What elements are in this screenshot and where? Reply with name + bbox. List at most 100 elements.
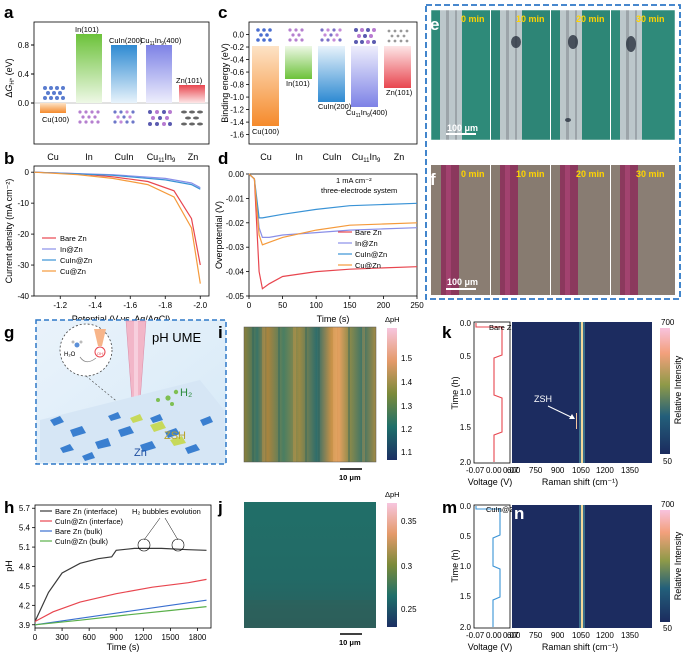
series-line-cuin-zn-bulk- [34, 606, 207, 626]
zsh-annotation: ZSH [534, 394, 552, 404]
bar-label-cuin: CuIn(200) [109, 36, 143, 45]
lines-b [33, 171, 201, 284]
annotation-h2-bubbles: H₂ bubbles evolution [132, 507, 201, 516]
y-tick-label: -1.2 [230, 106, 244, 115]
legend-d: Bare Zn In@Zn CuIn@Zn Cu@Zn [338, 228, 387, 270]
y-tick-label: 3.9 [19, 621, 31, 630]
time-label: 20 min [576, 14, 605, 24]
bubble-marker-1 [137, 538, 151, 552]
tick-label: 2.0 [460, 623, 472, 632]
time-label: 30 min [636, 14, 665, 24]
y-tick-label: 4.2 [19, 601, 31, 610]
panel-l: l ZSH 600 750 900 1050 1200 1350 Raman s… [507, 318, 683, 487]
voltage-trace-m [475, 506, 501, 627]
x-axis-label-h: Time (s) [107, 642, 140, 652]
x-tick-label: -1.6 [123, 301, 137, 310]
tick-label: 1050 [572, 466, 590, 475]
annotation-three-electrode: three-electrode system [321, 186, 397, 195]
ume-label: pH UME [152, 330, 201, 345]
panel-label-e: e [430, 15, 439, 34]
tick-label: 600 [507, 631, 521, 640]
axes-frame-k [473, 321, 511, 464]
colorbar-min: 50 [663, 624, 672, 633]
x-axis-label-k: Voltage (V) [468, 477, 513, 487]
x-tick-label: -2.0 [193, 301, 207, 310]
tick-label: 0.07 [503, 466, 519, 475]
bar-label-zn: Zn(101) [176, 76, 203, 85]
y-tick-label: -0.2 [230, 43, 244, 52]
legend-h: Bare Zn (interface) CuIn@Zn (interface) … [40, 507, 124, 546]
ticks-d: 0 50 100 150 200 250 0.00 -0.01 -0.02 -0.03 -0.04 -… [226, 170, 424, 310]
h2-bubbles [156, 389, 179, 406]
colorbar-title-j: ΔpH [385, 490, 400, 499]
panel-b: b -1.2 -1.4 -1.6 -1.8 -2.0 0 -10 -20 -30 -40 Curr… [4, 149, 210, 324]
y-tick-label: -0.6 [230, 68, 244, 77]
tick-label: 1200 [596, 466, 614, 475]
x-axis-label-l: Raman shift (cm⁻¹) [542, 477, 618, 487]
panel-label-c: c [218, 3, 227, 22]
cu-surface-icon [43, 86, 65, 100]
axes-frame-d [248, 173, 418, 297]
tick-label: 1050 [572, 631, 590, 640]
legend-label: Cu@Zn [60, 267, 86, 276]
y-tick-label: -1.0 [230, 93, 244, 102]
x-tick-label: 0 [33, 633, 38, 642]
x-tick-label: 150 [343, 301, 357, 310]
series-line-bare-zn [248, 173, 418, 290]
colorbar-n [660, 510, 670, 622]
water-molecule-icon [71, 340, 83, 348]
time-label: 0 min [461, 14, 485, 24]
x-axis-label-b: Potential (V vs. Ag/AgCl) [72, 314, 171, 324]
tick-label: 0.00 [486, 631, 502, 640]
x-tick-label: -1.4 [88, 301, 102, 310]
y-tick-label: 0 [25, 168, 30, 177]
lines-d [248, 173, 418, 290]
bubble-marker-2 [171, 538, 185, 552]
panel-i: i 10 μm ΔpH 1.5 1.4 1.3 1.2 1.1 1 [218, 315, 413, 482]
panel-label-g: g [4, 323, 14, 342]
bar-in [76, 34, 102, 103]
colorbar-title-n: Relative Intensity [673, 531, 683, 600]
x-axis-label-d: Time (s) [317, 314, 350, 324]
tick-label: 1.5 [401, 354, 413, 363]
x-tick-label: 1200 [134, 633, 152, 642]
x-axis-label-n: Raman shift (cm⁻¹) [542, 642, 618, 652]
category-label-cu: Cu [47, 152, 59, 162]
bar-label-in: In(101) [286, 79, 310, 88]
bar-cu [40, 103, 66, 113]
tick-label: 0.5 [460, 532, 472, 541]
x-tick-label: -1.8 [158, 301, 172, 310]
panel-j: j 10 μm ΔpH 0.35 0.3 0.25 [217, 490, 417, 647]
y-tick-label: -0.01 [226, 194, 245, 203]
y-axis-label-b: Current density (mA cm⁻²) [4, 179, 14, 284]
y-tick-label: 5.4 [19, 524, 31, 533]
series-line-in-zn [33, 171, 201, 189]
axes-frame-a [33, 21, 210, 145]
tick-label: 1.3 [401, 402, 413, 411]
colorbar-l [660, 328, 670, 454]
inset-probe-icon [94, 329, 106, 346]
raman-peak-band-n [581, 505, 583, 628]
category-label-cu11in9: Cu11In9 [147, 152, 176, 164]
tick-label: 2.0 [460, 458, 472, 467]
y-tick-label: -0.02 [226, 219, 245, 228]
bar-label-cu: Cu(100) [252, 127, 280, 136]
scale-bar-label: 100 μm [447, 123, 478, 133]
y-tick-label: -0.03 [226, 243, 245, 252]
bar-label-cu11in9: Cu11In9(400) [346, 108, 388, 119]
tick-label: 0.0 [460, 319, 472, 328]
legend-label: CuIn@Zn (bulk) [55, 537, 109, 546]
legend-label: In@Zn [355, 239, 378, 248]
tick-label: 1.0 [460, 562, 472, 571]
panel-n: n 600 750 900 1050 1200 1350 Raman shift… [507, 500, 683, 652]
colorbar-max: 700 [661, 318, 675, 327]
panel-label-i: i [218, 323, 223, 342]
bar-cu11in9 [146, 45, 172, 103]
y-axis-label-a: ΔGH* (eV) [4, 58, 16, 97]
raman-peak-band-l [581, 322, 583, 463]
y-tick-label: -1.6 [230, 131, 244, 140]
tick-label: -0.07 [466, 466, 485, 475]
category-label-zn: Zn [394, 152, 405, 162]
cu11in9-surface-icon [148, 110, 172, 126]
y-tick-label: -30 [17, 261, 29, 270]
